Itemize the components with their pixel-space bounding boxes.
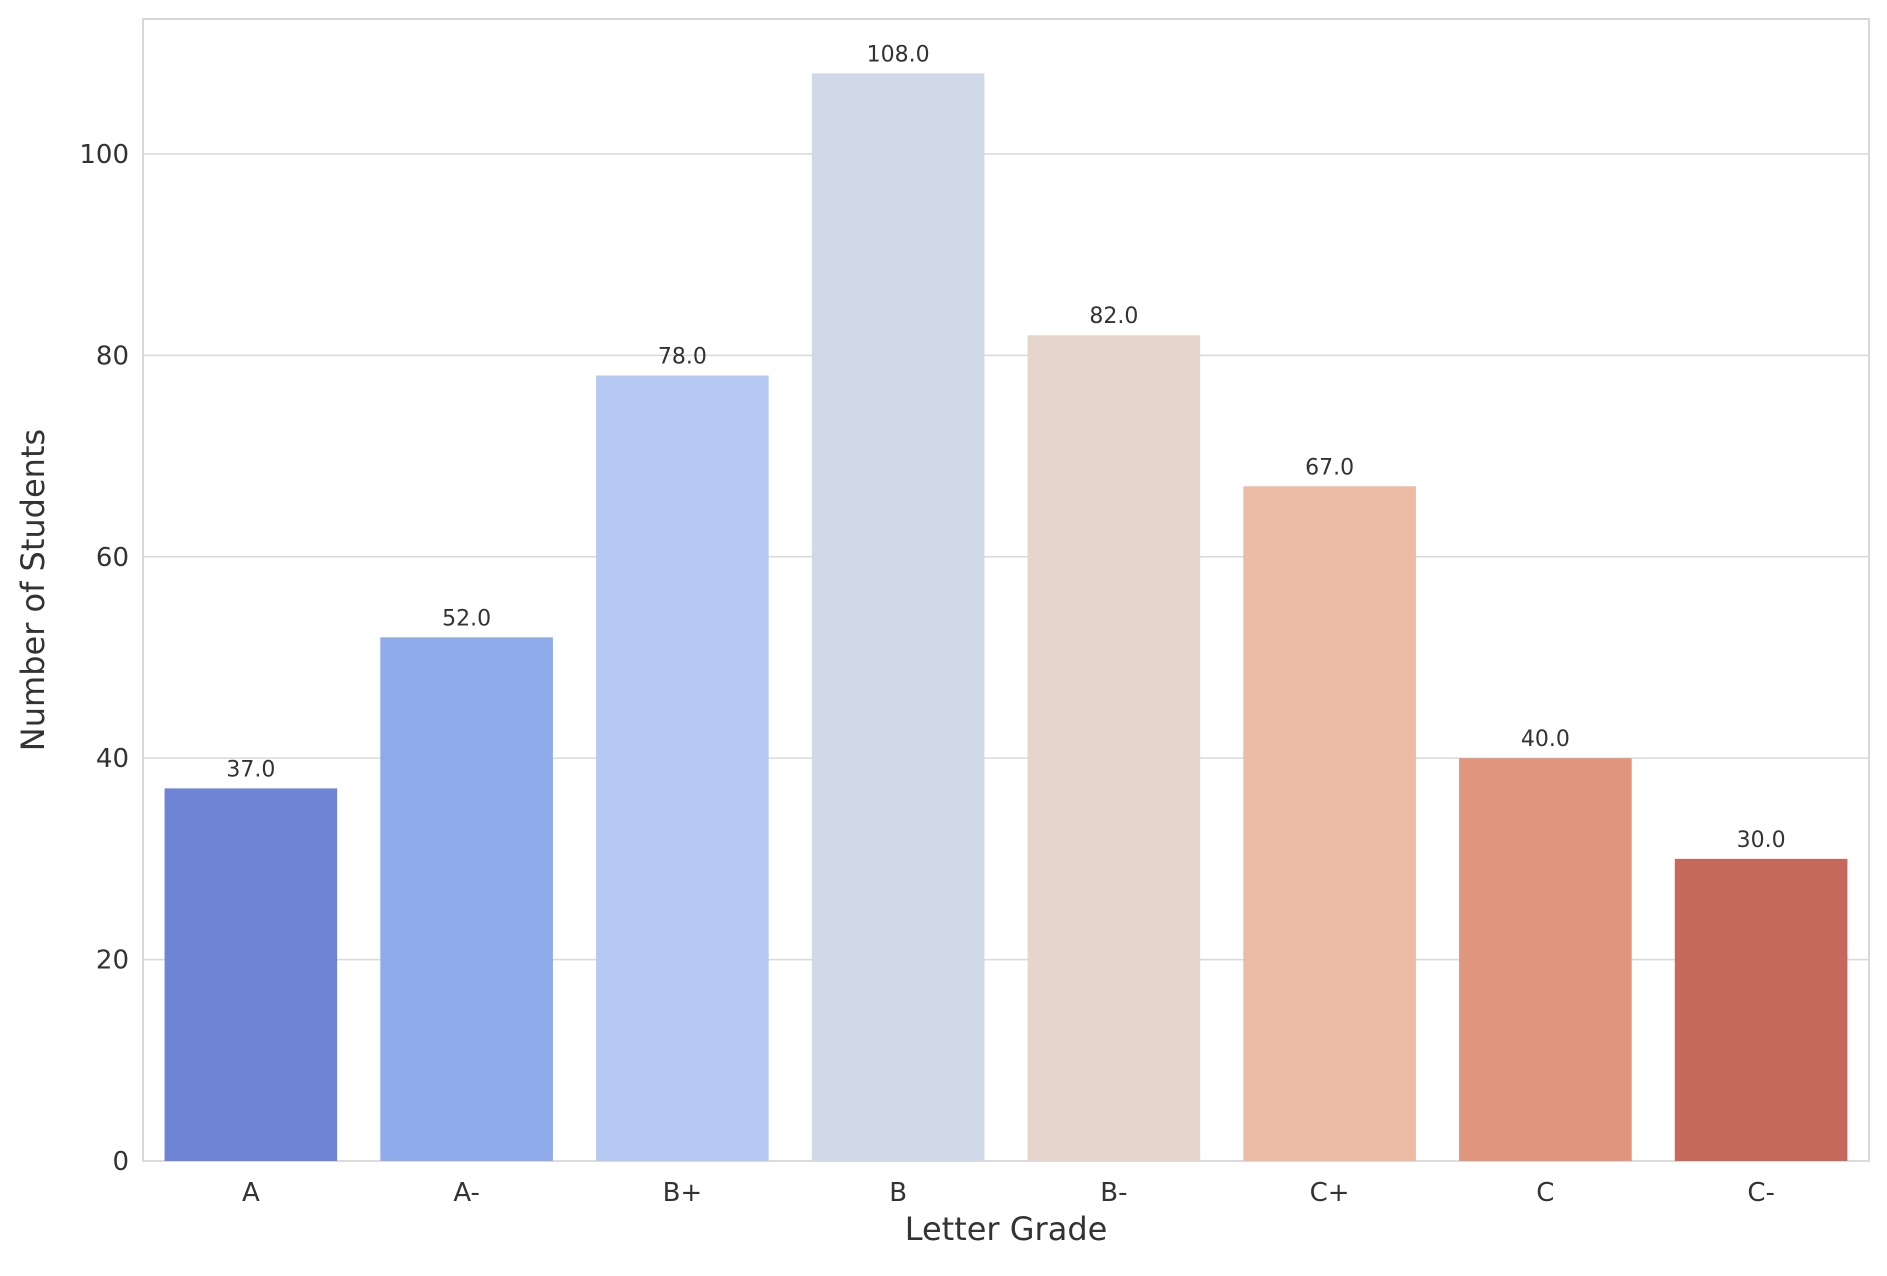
y-tick-label: 80 bbox=[96, 341, 129, 371]
bar bbox=[1459, 758, 1632, 1161]
bar bbox=[380, 637, 553, 1161]
bar bbox=[164, 788, 338, 1161]
y-tick-label: 0 bbox=[112, 1147, 129, 1177]
x-tick-label: B+ bbox=[663, 1178, 703, 1208]
value-label: 30.0 bbox=[1737, 828, 1786, 853]
x-tick-label: A- bbox=[453, 1178, 480, 1208]
bar bbox=[1027, 335, 1201, 1161]
y-axis-label: Number of Students bbox=[14, 429, 52, 751]
x-tick-label: B bbox=[889, 1178, 907, 1208]
x-tick-label: C+ bbox=[1310, 1178, 1350, 1208]
x-axis-label: Letter Grade bbox=[905, 1210, 1108, 1248]
y-tick-label: 40 bbox=[96, 744, 129, 774]
bar bbox=[1243, 486, 1416, 1161]
value-label: 67.0 bbox=[1305, 455, 1354, 480]
value-label: 82.0 bbox=[1089, 304, 1138, 329]
x-tick-label: C bbox=[1536, 1178, 1554, 1208]
value-label: 78.0 bbox=[658, 344, 707, 369]
x-tick-label: C- bbox=[1747, 1178, 1775, 1208]
value-label: 37.0 bbox=[226, 757, 275, 782]
x-tick-label: A bbox=[242, 1178, 260, 1208]
y-tick-label: 60 bbox=[96, 543, 129, 573]
y-tick-label: 100 bbox=[79, 140, 129, 170]
value-label: 108.0 bbox=[867, 42, 930, 67]
bar bbox=[811, 73, 985, 1161]
bar bbox=[596, 375, 769, 1162]
value-label: 52.0 bbox=[442, 606, 491, 631]
y-tick-label: 20 bbox=[96, 946, 129, 976]
bar bbox=[1674, 858, 1848, 1161]
x-tick-label: B- bbox=[1100, 1178, 1127, 1208]
value-label: 40.0 bbox=[1521, 727, 1570, 752]
